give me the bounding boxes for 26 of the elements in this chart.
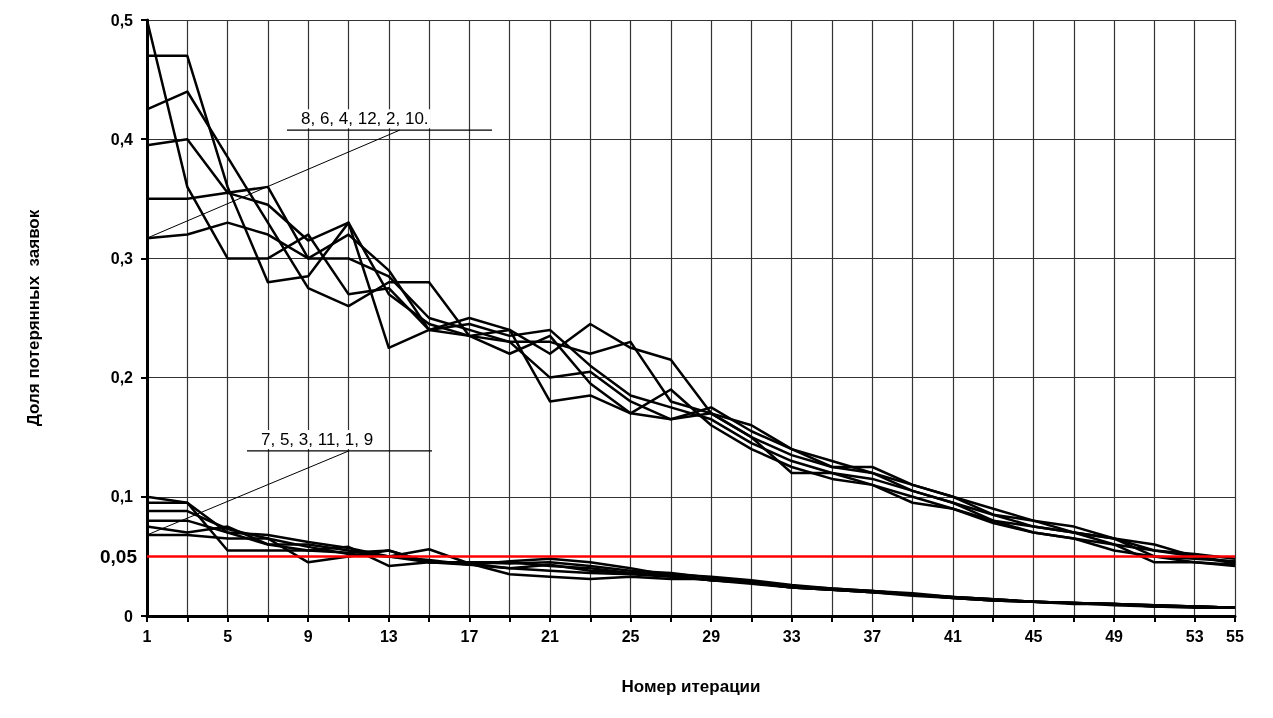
x-tick-label: 9 — [303, 627, 313, 645]
x-tick-label: 45 — [1024, 627, 1043, 645]
y-tick-label: 0,5 — [110, 11, 134, 29]
x-tick-label: 53 — [1185, 627, 1204, 645]
y-tick-label: 0,3 — [110, 249, 134, 267]
y-axis-title: Доля потерянных заявок — [24, 209, 43, 427]
x-tick-label: 25 — [621, 627, 640, 645]
x-tick-label: 41 — [944, 627, 962, 645]
x-tick-label: 13 — [379, 627, 398, 645]
y-tick-label: 0 — [124, 607, 134, 625]
x-tick-label: 1 — [142, 627, 152, 645]
annotation: 7, 5, 3, 11, 1, 9 — [261, 429, 374, 449]
y-tick-label: 0,1 — [110, 488, 134, 506]
annotation: 8, 6, 4, 12, 2, 10. — [301, 109, 429, 129]
x-tick-label: 49 — [1105, 627, 1124, 645]
y-tick-label: 0,2 — [110, 369, 134, 387]
x-tick-label: 21 — [541, 627, 559, 645]
x-tick-label: 37 — [863, 627, 882, 645]
x-axis-title: Номер итерации — [621, 677, 761, 696]
y-tick-label: 0,4 — [110, 130, 134, 148]
x-tick-label: 5 — [223, 627, 233, 645]
x-tick-label: 55 — [1226, 627, 1244, 645]
ref-line-label: 0,05 — [100, 545, 138, 567]
x-tick-label: 33 — [782, 627, 801, 645]
x-tick-label: 17 — [460, 627, 479, 645]
x-tick-label: 29 — [702, 627, 721, 645]
